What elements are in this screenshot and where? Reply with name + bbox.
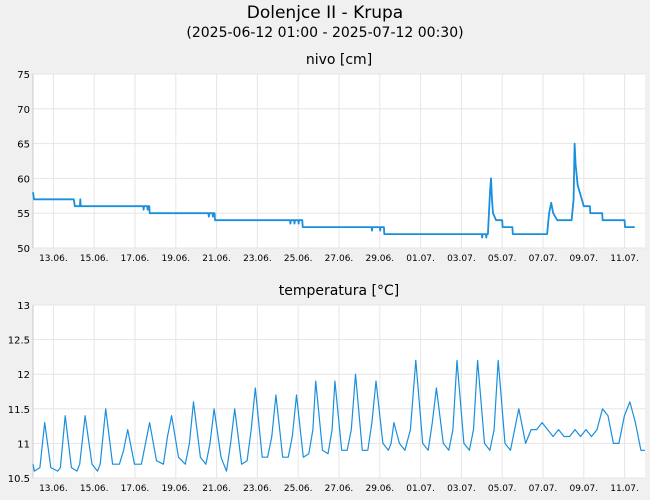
x-tick-label: 13.06.: [39, 254, 68, 264]
x-tick-label: 03.07.: [447, 254, 476, 264]
x-tick-label: 19.06.: [161, 254, 190, 264]
x-tick-label: 21.06.: [202, 254, 231, 264]
x-tick-label: 17.06.: [121, 484, 150, 494]
chart-1: nivo [cm] 50 55 60 65 70 75 13.06. 15.06. 17.06. 1…: [17, 52, 645, 264]
y-tick-label: 12: [17, 370, 30, 381]
chart-2: temperatura [°C] 10.5 11 11.5 12 12.5 13 13.06.…: [8, 283, 645, 494]
x-tick-label: 17.06.: [121, 254, 150, 264]
x-tick-label: 21.06.: [202, 484, 231, 494]
x-tick-label: 09.07.: [569, 484, 598, 494]
x-tick-label: 27.06.: [325, 484, 354, 494]
x-tick-label: 15.06.: [80, 254, 109, 264]
y-tick-label: 12.5: [8, 336, 30, 347]
x-tick-label: 03.07.: [447, 484, 476, 494]
x-tick-label: 25.06.: [284, 484, 313, 494]
y-tick-label: 11: [17, 439, 30, 450]
series-line: [32, 142, 635, 239]
x-tick-label: 07.07.: [529, 484, 558, 494]
x-tick-label: 27.06.: [325, 254, 354, 264]
x-tick-label: 05.07.: [488, 484, 517, 494]
x-tick-label: 01.07.: [406, 254, 435, 264]
series-line: [32, 359, 645, 472]
y-tick-label: 75: [17, 70, 30, 81]
chart-subtitle: (2025-06-12 01:00 - 2025-07-12 00:30): [186, 25, 464, 41]
x-tick-label: 15.06.: [80, 484, 109, 494]
x-tick-label: 29.06.: [365, 484, 394, 494]
y-tick-label: 50: [17, 244, 30, 255]
x-tick-label: 23.06.: [243, 254, 272, 264]
x-tick-label: 11.07.: [610, 254, 639, 264]
y-tick-label: 13: [17, 301, 30, 312]
chart-title: Dolenjce II - Krupa: [246, 3, 404, 23]
x-tick-label: 05.07.: [488, 254, 517, 264]
x-tick-label: 01.07.: [406, 484, 435, 494]
x-tick-label: 23.06.: [243, 484, 272, 494]
y-tick-label: 10.5: [8, 474, 30, 485]
x-tick-label: 07.07.: [529, 254, 558, 264]
y-tick-label: 55: [17, 209, 30, 220]
panel-title: nivo [cm]: [306, 52, 372, 68]
y-tick-label: 65: [17, 140, 30, 151]
x-tick-label: 09.07.: [569, 254, 598, 264]
x-tick-label: 25.06.: [284, 254, 313, 264]
y-tick-label: 11.5: [8, 405, 30, 416]
y-tick-label: 60: [17, 174, 30, 185]
x-tick-label: 11.07.: [610, 484, 639, 494]
x-tick-label: 19.06.: [161, 484, 190, 494]
y-tick-label: 70: [17, 105, 30, 116]
x-tick-label: 29.06.: [365, 254, 394, 264]
x-tick-label: 13.06.: [39, 484, 68, 494]
panel-title: temperatura [°C]: [279, 283, 399, 299]
